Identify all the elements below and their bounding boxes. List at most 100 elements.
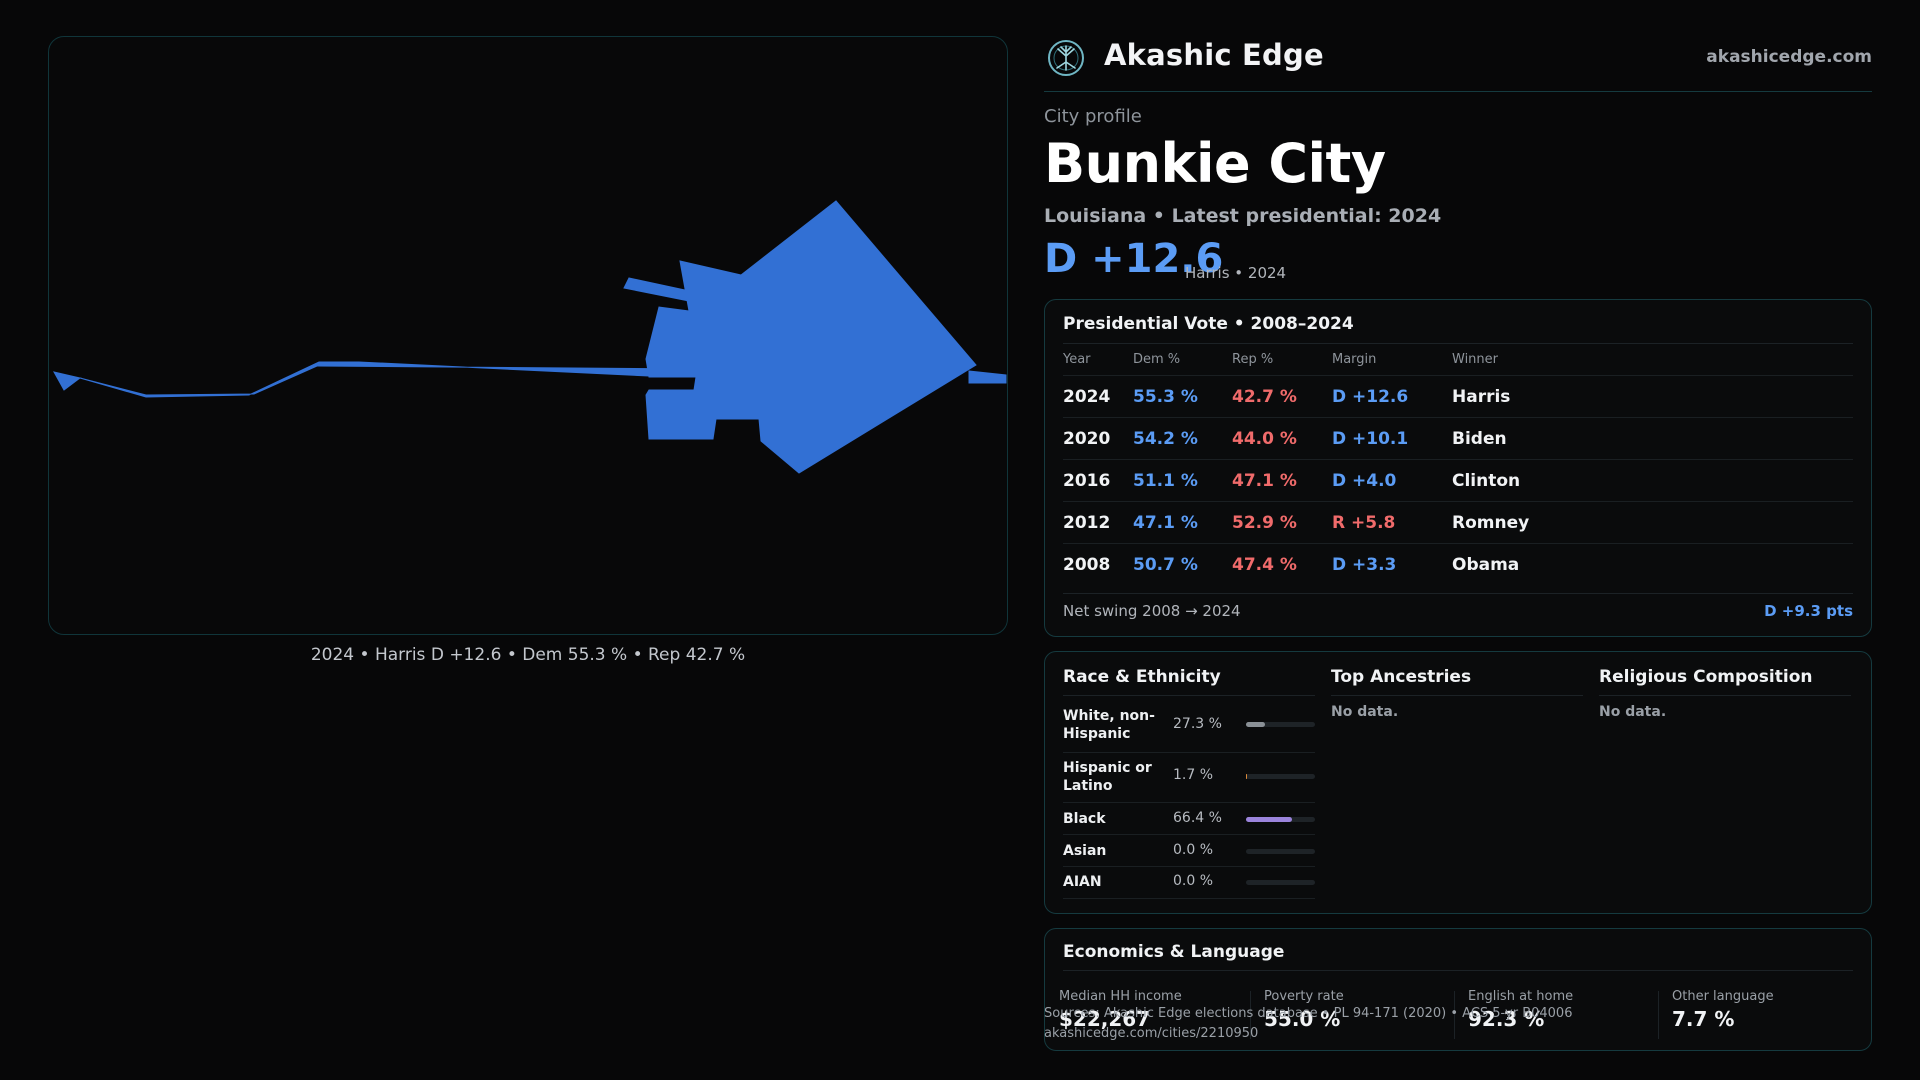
stat-value: 7.7 % (1672, 1007, 1735, 1031)
race-title: Race & Ethnicity (1063, 667, 1221, 687)
stat-value: 55.0 % (1264, 1007, 1341, 1031)
page-kicker: City profile (1044, 106, 1142, 127)
row-rep: 42.7 % (1232, 387, 1297, 407)
stat-value: $22,267 (1059, 1007, 1151, 1031)
divider (1063, 970, 1853, 971)
table-row: 2016 51.1 % 47.1 % D +4.0 Clinton (1063, 459, 1853, 501)
stat-poverty-rate: Poverty rate 55.0 % (1250, 989, 1450, 1039)
footer-link[interactable]: akashicedge.com/cities/2210950 (1044, 1026, 1259, 1041)
col-header-rep: Rep % (1232, 352, 1274, 367)
race-pct: 66.4 % (1173, 810, 1222, 826)
table-row: 2008 50.7 % 47.4 % D +3.3 Obama (1063, 543, 1853, 585)
stat-value: 92.3 % (1468, 1007, 1545, 1031)
brand-name: Akashic Edge (1104, 38, 1324, 72)
row-dem: 50.7 % (1133, 555, 1198, 575)
divider (1063, 593, 1853, 594)
row-year: 2024 (1063, 387, 1111, 407)
stat-median-income: Median HH income $22,267 (1045, 989, 1245, 1039)
row-rep: 47.1 % (1232, 471, 1297, 491)
row-rep: 44.0 % (1232, 429, 1297, 449)
ancestries-title: Top Ancestries (1331, 667, 1472, 687)
race-label: White, non-Hispanic (1063, 708, 1155, 742)
race-label: Hispanic or Latino (1063, 760, 1152, 794)
divider (1250, 991, 1251, 1039)
divider (1454, 991, 1455, 1039)
stat-other-language: Other language 7.7 % (1658, 989, 1858, 1039)
religion-section: Religious Composition No data. (1599, 652, 1851, 915)
footer: Sources: Akashic Edge elections database… (1044, 1004, 1572, 1044)
row-margin: D +3.3 (1332, 555, 1397, 575)
row-margin: D +10.1 (1332, 429, 1409, 449)
net-swing-label: Net swing 2008 → 2024 (1063, 602, 1241, 620)
row-winner: Romney (1452, 513, 1530, 533)
race-pct: 27.3 % (1173, 716, 1222, 732)
presidential-vote-panel: Presidential Vote • 2008–2024 Year Dem %… (1044, 299, 1872, 637)
race-bar (1246, 774, 1315, 779)
latest-margin: D +12.6 (1044, 236, 1224, 282)
col-header-year: Year (1063, 352, 1091, 367)
stat-label: English at home (1468, 989, 1574, 1004)
map-caption: 2024 • Harris D +12.6 • Dem 55.3 % • Rep… (310, 645, 746, 665)
religion-title: Religious Composition (1599, 667, 1813, 687)
race-label: Black (1063, 811, 1106, 827)
race-row: White, non-Hispanic 27.3 % (1063, 704, 1315, 753)
row-dem: 55.3 % (1133, 387, 1198, 407)
race-label: Asian (1063, 843, 1107, 859)
divider (1599, 695, 1851, 696)
brand-header: Akashic Edge akashicedge.com (1044, 36, 1872, 92)
row-rep: 47.4 % (1232, 555, 1297, 575)
race-bar-fill (1246, 774, 1248, 779)
race-bar-fill (1246, 722, 1265, 727)
race-pct: 1.7 % (1173, 767, 1214, 783)
row-margin: R +5.8 (1332, 513, 1396, 533)
row-winner: Clinton (1452, 471, 1521, 491)
row-winner: Harris (1452, 387, 1511, 407)
row-rep: 52.9 % (1232, 513, 1297, 533)
compass-tree-icon (1048, 40, 1084, 76)
row-year: 2020 (1063, 429, 1111, 449)
row-dem: 51.1 % (1133, 471, 1198, 491)
stat-label: Poverty rate (1264, 989, 1344, 1004)
city-boundary-map[interactable] (48, 36, 1008, 635)
latest-margin-note: Harris • 2024 (1185, 264, 1287, 282)
race-row: Hispanic or Latino 1.7 % (1063, 753, 1315, 803)
presidential-title: Presidential Vote • 2008–2024 (1063, 314, 1354, 334)
economics-panel: Economics & Language Median HH income $2… (1044, 928, 1872, 1051)
religion-empty: No data. (1599, 704, 1667, 720)
row-winner: Obama (1452, 555, 1520, 575)
table-row: 2020 54.2 % 44.0 % D +10.1 Biden (1063, 417, 1853, 459)
row-winner: Biden (1452, 429, 1507, 449)
economics-title: Economics & Language (1063, 942, 1285, 962)
ancestries-empty: No data. (1331, 704, 1399, 720)
table-row: 2024 55.3 % 42.7 % D +12.6 Harris (1063, 375, 1853, 417)
race-bar (1246, 722, 1315, 727)
race-row: Asian 0.0 % (1063, 835, 1315, 867)
row-year: 2008 (1063, 555, 1111, 575)
row-year: 2012 (1063, 513, 1111, 533)
col-header-dem: Dem % (1133, 352, 1181, 367)
brand-url-link[interactable]: akashicedge.com (1706, 47, 1872, 67)
city-boundary-shape (53, 200, 1007, 474)
race-row: AIAN 0.0 % (1063, 867, 1315, 899)
city-profile-panel: Akashic Edge akashicedge.com City profil… (1044, 0, 1872, 1080)
race-label: AIAN (1063, 874, 1102, 890)
footer-sources: Sources: Akashic Edge elections database… (1044, 1006, 1573, 1021)
net-swing-value: D +9.3 pts (1764, 602, 1853, 620)
page-title: Bunkie City (1044, 132, 1386, 195)
table-row: 2012 47.1 % 52.9 % R +5.8 Romney (1063, 501, 1853, 543)
row-margin: D +12.6 (1332, 387, 1409, 407)
demographics-panel: Race & Ethnicity White, non-Hispanic 27.… (1044, 651, 1872, 914)
race-pct: 0.0 % (1173, 873, 1214, 889)
city-subtitle: Louisiana • Latest presidential: 2024 (1044, 205, 1442, 227)
race-bar (1246, 880, 1315, 885)
race-bar (1246, 817, 1315, 822)
race-pct: 0.0 % (1173, 842, 1214, 858)
race-row: Black 66.4 % (1063, 803, 1315, 835)
col-header-margin: Margin (1332, 352, 1377, 367)
row-margin: D +4.0 (1332, 471, 1397, 491)
stat-english-at-home: English at home 92.3 % (1454, 989, 1654, 1039)
divider (1063, 695, 1315, 696)
race-bar-fill (1246, 817, 1292, 822)
race-bar (1246, 849, 1315, 854)
col-header-winner: Winner (1452, 352, 1499, 367)
